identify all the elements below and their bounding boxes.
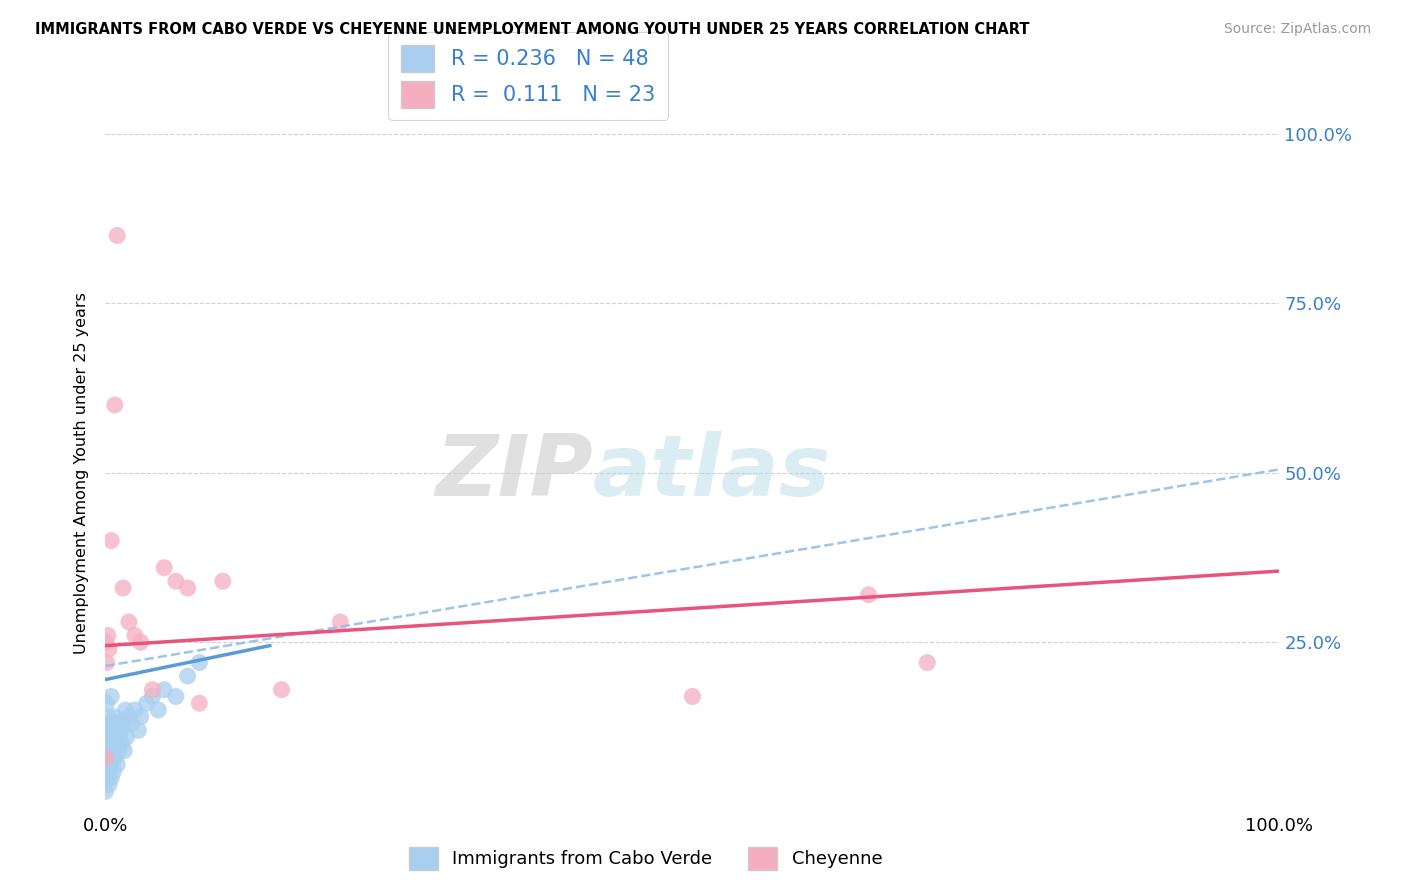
Point (211, 574, 233, 589)
Point (127, 723, 149, 738)
Point (104, 750, 127, 764)
Point (153, 560, 176, 574)
Point (112, 716, 135, 731)
Point (101, 750, 124, 764)
Point (188, 696, 211, 710)
Point (98, 750, 121, 764)
Point (118, 710, 141, 724)
Point (105, 228, 128, 243)
Point (124, 703, 146, 717)
Point (176, 581, 198, 595)
Point (129, 710, 152, 724)
Point (100, 744, 122, 758)
Point (96, 656, 118, 670)
Point (108, 730, 131, 744)
Point (858, 588, 880, 602)
Point (96, 744, 118, 758)
Point (105, 716, 128, 731)
Point (112, 744, 135, 758)
Point (105, 737, 128, 751)
Point (97, 737, 120, 751)
Point (176, 669, 198, 683)
Text: ZIP: ZIP (434, 431, 593, 515)
Point (105, 757, 128, 772)
Point (96, 696, 118, 710)
Point (98, 730, 121, 744)
Point (97, 764, 120, 778)
Point (107, 744, 129, 758)
Point (112, 581, 135, 595)
Point (100, 533, 122, 548)
Point (96, 716, 118, 731)
Y-axis label: Unemployment Among Youth under 25 years: Unemployment Among Youth under 25 years (75, 292, 90, 654)
Point (165, 690, 187, 704)
Point (101, 723, 124, 738)
Point (98, 642, 121, 657)
Point (103, 737, 125, 751)
Point (98, 723, 121, 738)
Point (94, 784, 117, 798)
Point (188, 656, 211, 670)
Point (100, 771, 122, 785)
Point (103, 764, 125, 778)
Point (104, 398, 127, 412)
Point (111, 737, 134, 751)
Point (98, 757, 121, 772)
Point (100, 716, 122, 731)
Point (96, 771, 118, 785)
Point (110, 723, 132, 738)
Point (141, 682, 163, 697)
Point (141, 690, 163, 704)
Point (100, 690, 122, 704)
Point (97, 628, 120, 642)
Point (153, 682, 176, 697)
Point (115, 730, 138, 744)
Point (94, 750, 117, 764)
Text: atlas: atlas (593, 431, 831, 515)
Point (94, 757, 117, 772)
Point (148, 703, 170, 717)
Point (120, 716, 142, 731)
Point (98, 778, 121, 792)
Point (915, 656, 938, 670)
Point (118, 615, 141, 629)
Point (114, 703, 136, 717)
Point (681, 690, 703, 704)
Point (104, 710, 127, 724)
Point (165, 574, 187, 589)
Point (129, 635, 152, 649)
Point (329, 615, 352, 629)
Point (97, 710, 120, 724)
Point (94, 723, 117, 738)
Point (135, 696, 157, 710)
Point (270, 682, 292, 697)
Text: Source: ZipAtlas.com: Source: ZipAtlas.com (1223, 22, 1371, 37)
Point (124, 628, 146, 642)
Text: IMMIGRANTS FROM CABO VERDE VS CHEYENNE UNEMPLOYMENT AMONG YOUTH UNDER 25 YEARS C: IMMIGRANTS FROM CABO VERDE VS CHEYENNE U… (35, 22, 1029, 37)
Point (94, 635, 117, 649)
Legend: Immigrants from Cabo Verde, Cheyenne: Immigrants from Cabo Verde, Cheyenne (402, 839, 890, 877)
